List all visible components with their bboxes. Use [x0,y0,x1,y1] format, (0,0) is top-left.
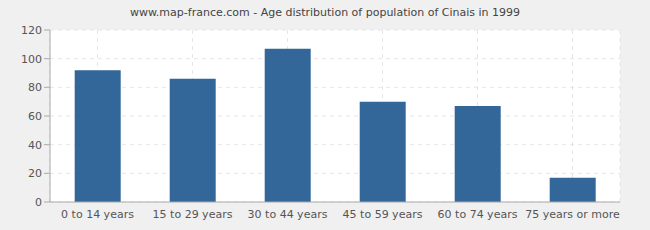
svg-text:75 years or more: 75 years or more [525,208,620,221]
svg-text:45 to 59 years: 45 to 59 years [343,208,423,221]
svg-text:30 to 44 years: 30 to 44 years [248,208,328,221]
svg-text:80: 80 [28,81,42,94]
svg-text:20: 20 [28,167,42,180]
svg-text:100: 100 [21,53,42,66]
svg-text:0: 0 [35,196,42,209]
svg-text:120: 120 [21,24,42,37]
svg-text:60 to 74 years: 60 to 74 years [438,208,518,221]
svg-text:60: 60 [28,110,42,123]
svg-text:15 to 29 years: 15 to 29 years [153,208,233,221]
html-text:www.map-france.com - Age distr: www.map-france.com - Age distribution of… [129,6,521,19]
svg-text:40: 40 [28,139,42,152]
svg-text:0 to 14 years: 0 to 14 years [61,208,134,221]
